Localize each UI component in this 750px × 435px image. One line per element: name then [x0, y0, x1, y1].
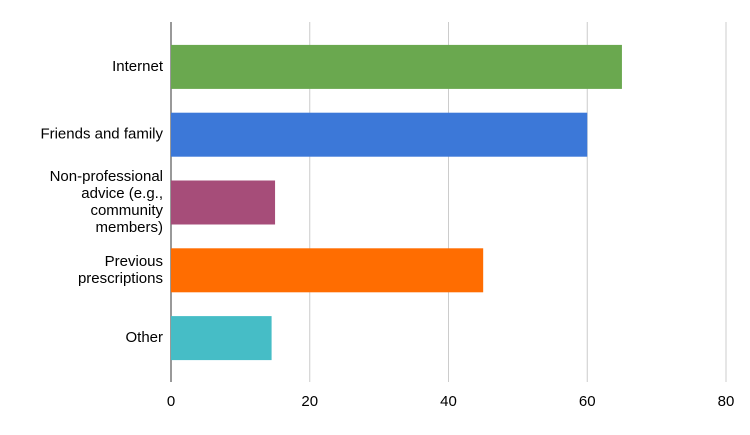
y-tick-label: Non-professional advice (e.g., community me…: [50, 168, 164, 236]
bar: [171, 316, 272, 361]
bar: [171, 112, 588, 157]
y-tick-label: Friends and family: [40, 126, 163, 143]
x-tick-label: 20: [301, 393, 318, 410]
y-tick-label: Other: [125, 329, 163, 346]
x-tick-label: 40: [440, 393, 457, 410]
x-tick-label: 0: [167, 393, 175, 410]
x-tick-label: 60: [579, 393, 596, 410]
y-tick-label: Internet: [112, 58, 164, 75]
bar: [171, 44, 622, 89]
y-tick-label: Previous prescriptions: [78, 253, 163, 287]
x-tick-label: 80: [718, 393, 735, 410]
bar: [171, 180, 276, 225]
bar: [171, 248, 484, 293]
